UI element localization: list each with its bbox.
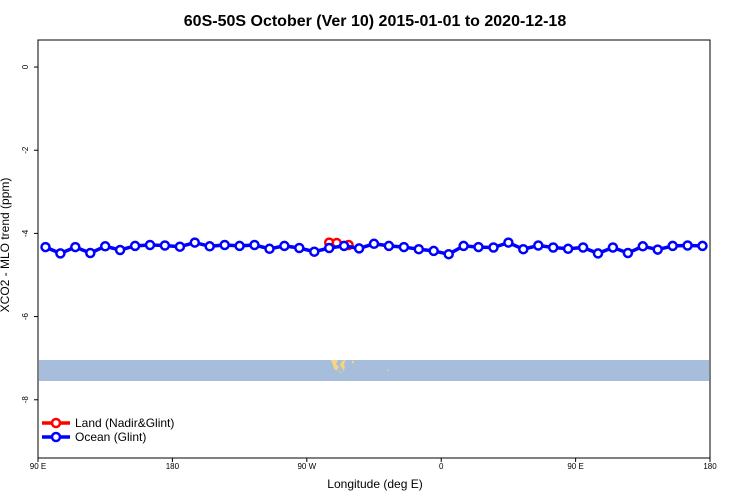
legend-item-ocean: Ocean (Glint): [42, 430, 146, 444]
y-axis-label: XCO2 - MLO trend (ppm): [0, 178, 12, 313]
point-ocean: [652, 244, 663, 255]
point-ocean: [40, 241, 51, 253]
y-tick-label: -6: [21, 312, 30, 320]
x-tick-label: 90 E: [567, 462, 583, 471]
point-ocean: [533, 240, 544, 251]
point-ocean: [607, 242, 619, 253]
point-ocean: [279, 240, 290, 252]
point-ocean: [99, 241, 111, 252]
point-ocean: [353, 243, 365, 254]
point-ocean: [368, 238, 380, 250]
point-ocean: [383, 240, 395, 252]
point-ocean: [309, 246, 320, 257]
point-ocean: [667, 240, 678, 252]
legend-item-land: Land (Nadir&Glint): [42, 416, 174, 430]
point-ocean: [413, 243, 425, 255]
point-ocean: [473, 241, 484, 253]
x-tick-label: 90 E: [30, 462, 46, 471]
point-ocean: [234, 240, 245, 252]
series-ocean: [40, 237, 708, 260]
map-band: [39, 360, 709, 381]
legend-label-ocean: Ocean (Glint): [75, 430, 146, 444]
point-ocean: [428, 245, 439, 257]
point-ocean: [55, 248, 66, 259]
chart-title: 60S-50S October (Ver 10) 2015-01-01 to 2…: [184, 13, 567, 30]
point-ocean: [323, 242, 335, 254]
legend: Land (Nadir&Glint) Ocean (Glint): [42, 416, 174, 444]
point-ocean: [219, 239, 230, 251]
ocean-strip: [39, 360, 709, 381]
point-ocean: [174, 241, 186, 252]
land-patagonia: [331, 360, 346, 373]
point-ocean: [488, 242, 499, 253]
x-tick-label: 180: [703, 462, 717, 471]
point-ocean: [294, 242, 305, 254]
y-tick-label: -2: [21, 146, 30, 154]
land-island: [351, 360, 355, 364]
series-layer: [40, 237, 708, 260]
point-ocean: [443, 248, 454, 260]
point-ocean: [458, 240, 469, 252]
y-tick-label: -4: [21, 229, 30, 237]
point-ocean: [518, 243, 529, 255]
point-ocean: [682, 240, 693, 251]
y-tick-label: 0: [21, 64, 30, 69]
legend-label-land: Land (Nadir&Glint): [75, 416, 174, 430]
plot-frame: [37, 39, 711, 459]
x-tick-label: 90 W: [297, 462, 316, 471]
point-ocean: [622, 247, 634, 259]
point-ocean: [264, 243, 275, 255]
point-ocean: [592, 248, 604, 259]
point-ocean: [85, 247, 96, 259]
point-ocean: [547, 242, 559, 253]
point-ocean: [249, 239, 260, 251]
point-ocean: [70, 241, 81, 253]
legend-marker-ocean: [50, 431, 62, 443]
point-ocean: [159, 240, 171, 251]
y-tick-label: -8: [21, 396, 30, 404]
x-axis: 90 E 180 90 W 0 90 E 180: [30, 458, 717, 471]
point-ocean: [338, 240, 350, 252]
land-island: [387, 369, 389, 371]
point-ocean: [398, 241, 410, 253]
point-ocean: [637, 241, 649, 252]
point-ocean: [697, 240, 708, 252]
point-ocean: [129, 240, 141, 252]
x-tick-label: 0: [439, 462, 444, 471]
point-ocean: [114, 244, 126, 256]
x-tick-label: 180: [166, 462, 180, 471]
legend-marker-land: [50, 417, 62, 429]
point-ocean: [144, 239, 156, 251]
point-ocean: [189, 237, 201, 248]
point-ocean: [562, 243, 574, 255]
point-ocean: [204, 241, 215, 252]
point-ocean: [503, 237, 514, 248]
point-ocean: [577, 242, 589, 253]
x-axis-label: Longitude (deg E): [327, 477, 422, 491]
y-axis: 0 -2 -4 -6 -8: [21, 64, 38, 403]
